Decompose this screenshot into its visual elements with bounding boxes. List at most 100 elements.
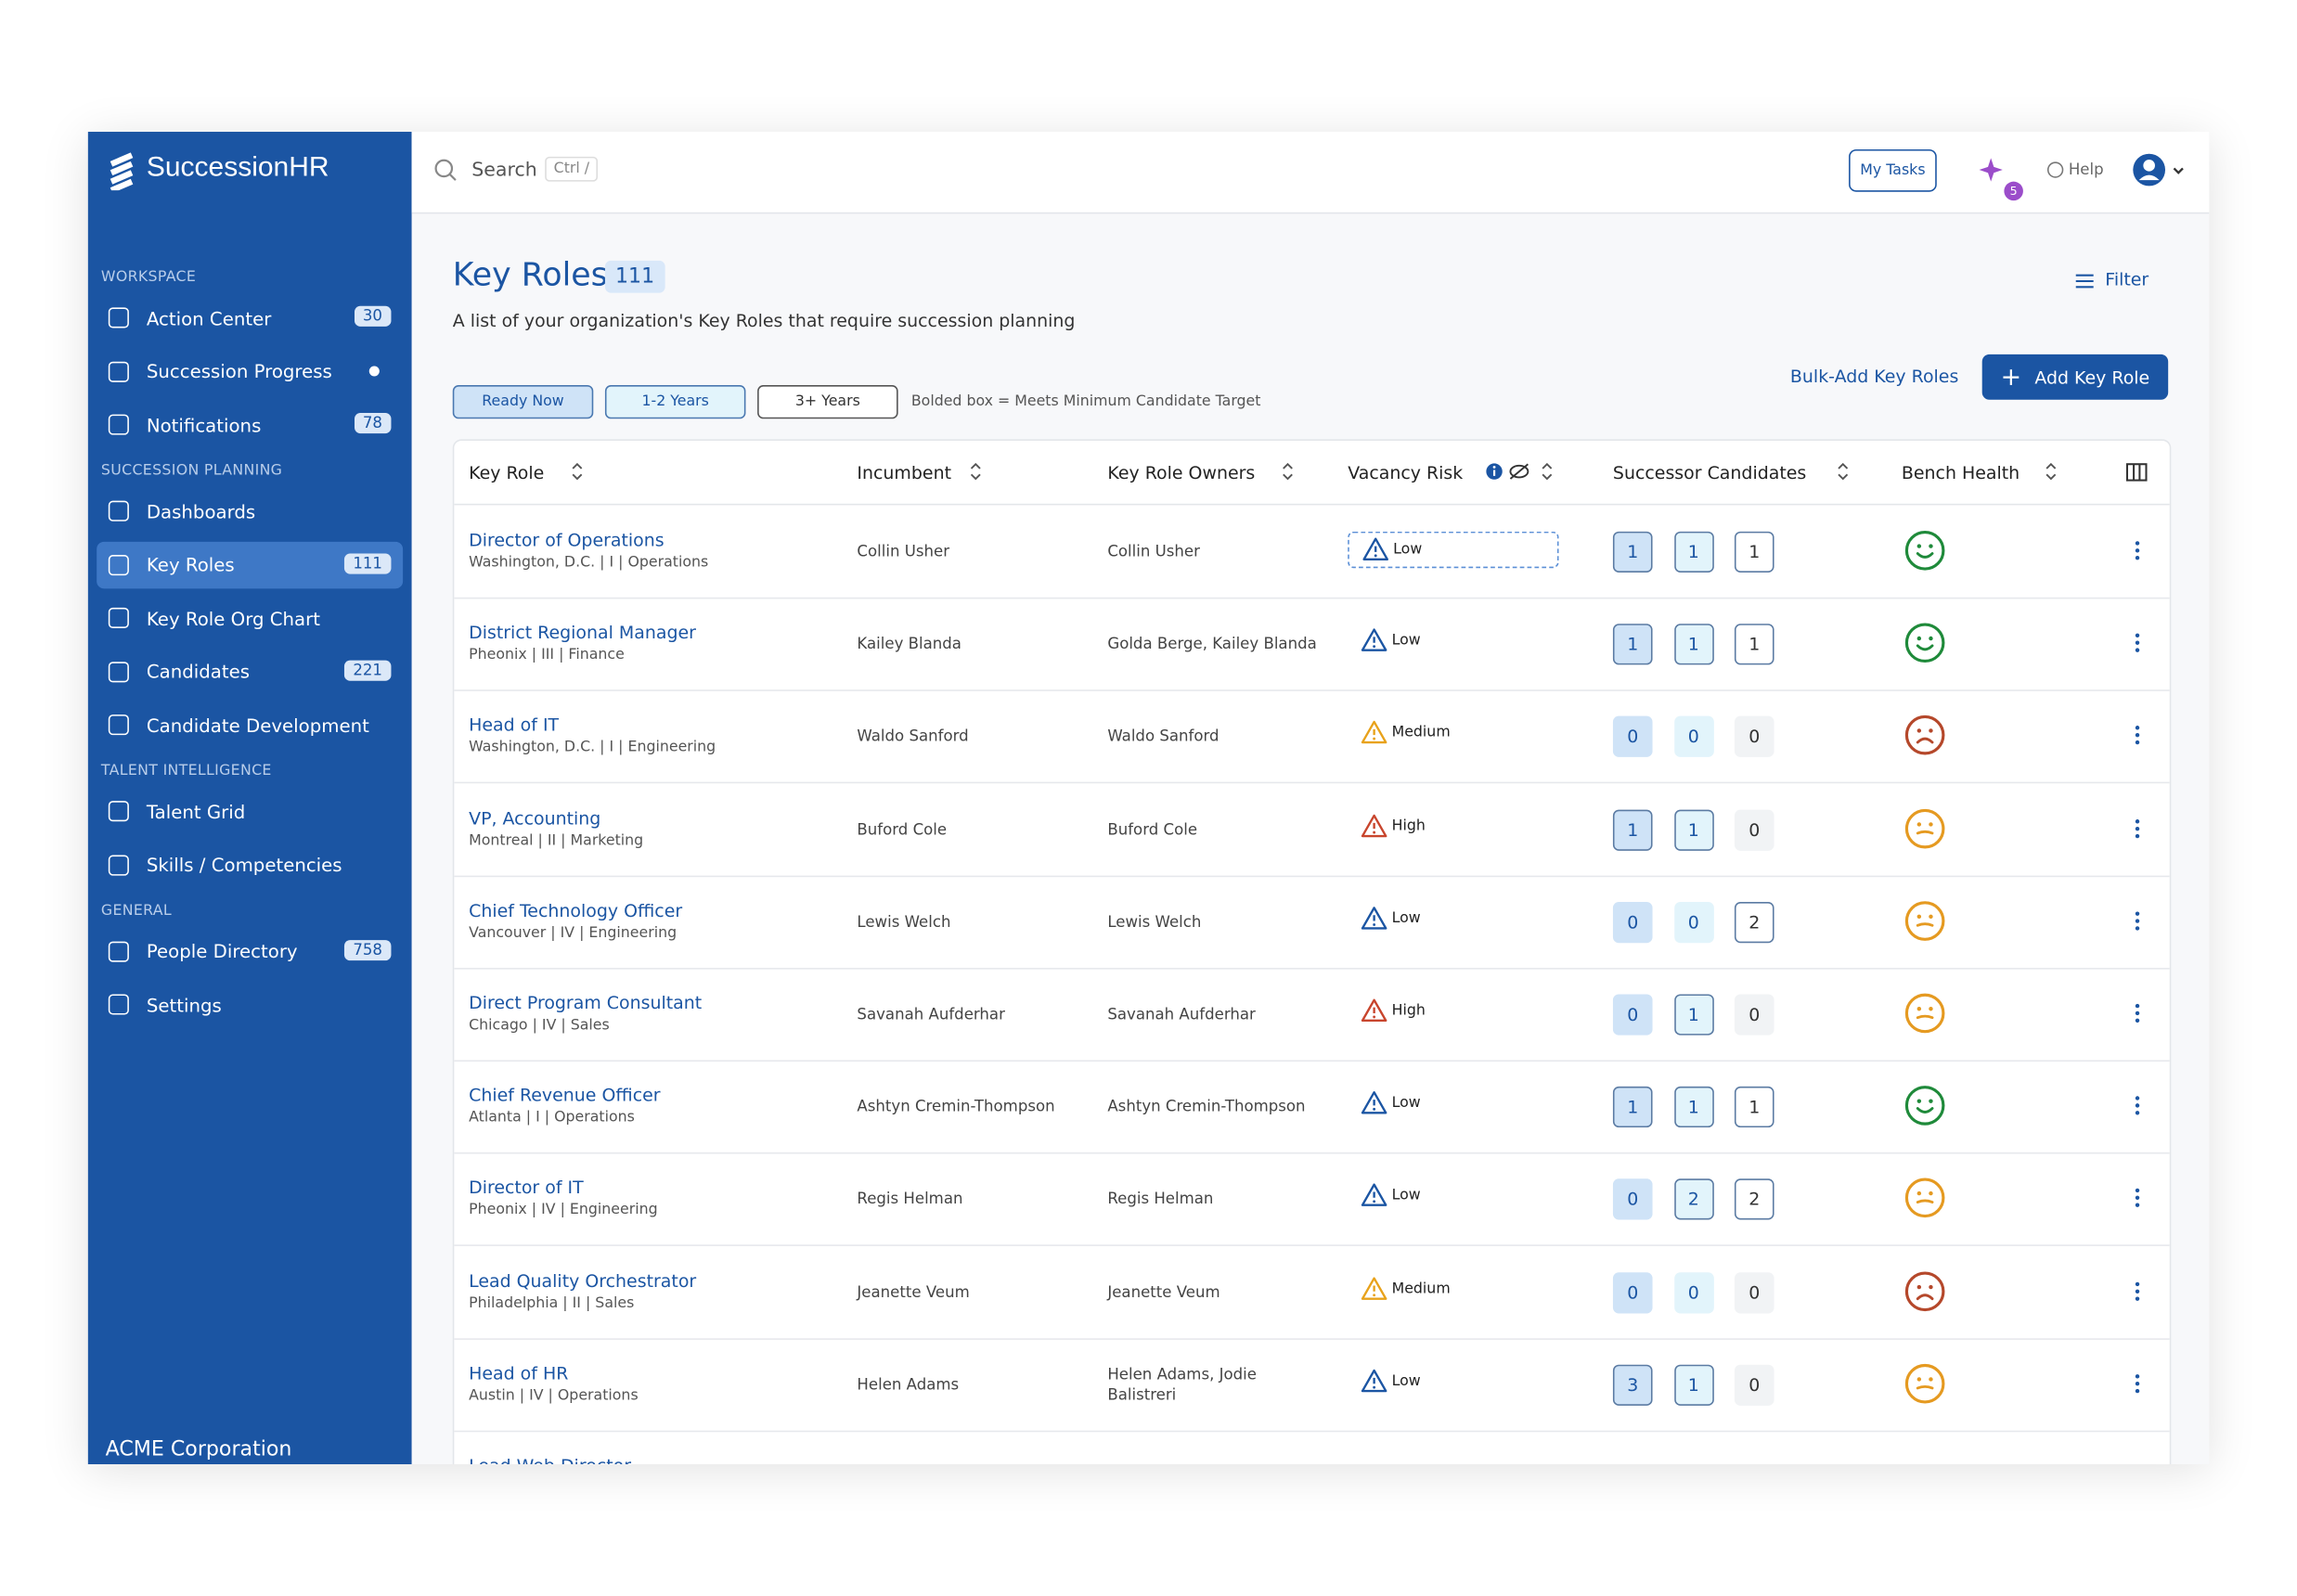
successor-count[interactable]: 0 bbox=[1734, 1271, 1774, 1313]
search-input[interactable]: Search bbox=[471, 160, 537, 182]
role-title[interactable]: VP, Accounting bbox=[469, 807, 601, 829]
successor-count[interactable]: 0 bbox=[1612, 1271, 1653, 1313]
incumbent: Savanah Aufderhar bbox=[857, 1006, 1005, 1024]
role-title[interactable]: District Regional Manager bbox=[469, 622, 696, 644]
column-header[interactable]: Key Role bbox=[469, 462, 545, 483]
successor-count[interactable]: 1 bbox=[1612, 1087, 1653, 1128]
columns-toggle[interactable] bbox=[2125, 463, 2148, 483]
successor-count[interactable]: 0 bbox=[1673, 1271, 1714, 1313]
column-header[interactable]: Vacancy Risk bbox=[1348, 462, 1464, 483]
risk-icon bbox=[1362, 537, 1389, 560]
successor-count[interactable]: 2 bbox=[1734, 901, 1774, 943]
row-menu[interactable] bbox=[2133, 817, 2141, 840]
successor-count[interactable]: 1 bbox=[1673, 624, 1714, 665]
row-menu[interactable] bbox=[2133, 1001, 2141, 1024]
successor-count[interactable]: 1 bbox=[1673, 531, 1714, 573]
successor-count[interactable]: 0 bbox=[1612, 1178, 1653, 1221]
row-menu[interactable] bbox=[2133, 724, 2141, 747]
row-menu[interactable] bbox=[2133, 631, 2141, 654]
table-body: Director of Operations Washington, D.C. |… bbox=[454, 505, 2170, 1464]
successor-count[interactable]: 0 bbox=[1734, 994, 1774, 1036]
successor-count[interactable]: 2 bbox=[1673, 1178, 1714, 1221]
role-title[interactable]: Chief Revenue Officer bbox=[469, 1085, 661, 1106]
sort-icon[interactable] bbox=[1540, 461, 1555, 482]
role-title[interactable]: Director of Operations bbox=[469, 530, 665, 551]
role-title[interactable]: Chief Technology Officer bbox=[469, 900, 683, 921]
successor-count[interactable]: 2 bbox=[1734, 1178, 1774, 1221]
page-title: Key Roles bbox=[452, 257, 608, 295]
row-menu[interactable] bbox=[2133, 909, 2141, 933]
successor-count[interactable]: 1 bbox=[1612, 624, 1653, 665]
nav-item[interactable]: Notifications 78 bbox=[97, 401, 403, 447]
role-title[interactable]: Lead Web Director bbox=[469, 1456, 631, 1464]
table-row: Lead Web Director bbox=[454, 1431, 2169, 1464]
successor-count[interactable]: 1 bbox=[1734, 624, 1774, 665]
nav-icon bbox=[108, 940, 129, 961]
nav-item[interactable]: Settings bbox=[97, 981, 403, 1027]
nav-item[interactable]: Key Roles 111 bbox=[97, 541, 404, 588]
add-key-role-button[interactable]: + Add Key Role bbox=[1981, 354, 2169, 400]
successor-count[interactable]: 0 bbox=[1612, 716, 1653, 758]
risk-info-icons[interactable] bbox=[1485, 461, 1535, 482]
legend-chip[interactable]: 1-2 Years bbox=[604, 385, 746, 419]
successor-count[interactable]: 1 bbox=[1734, 1087, 1774, 1128]
sort-icon[interactable] bbox=[1280, 461, 1295, 482]
role-title[interactable]: Head of IT bbox=[469, 714, 560, 736]
successor-count[interactable]: 0 bbox=[1612, 901, 1653, 943]
nav-item[interactable]: Candidate Development bbox=[97, 701, 403, 748]
filter-button[interactable]: Filter bbox=[2105, 269, 2149, 290]
role-location: Washington, D.C. | I | Operations bbox=[469, 555, 709, 572]
role-location: Pheonix | IV | Engineering bbox=[469, 1203, 658, 1219]
column-header[interactable]: Successor Candidates bbox=[1612, 462, 1807, 483]
successor-count[interactable]: 1 bbox=[1612, 531, 1653, 573]
help-icon bbox=[2046, 161, 2064, 178]
column-header[interactable]: Key Role Owners bbox=[1107, 462, 1256, 483]
successor-count[interactable]: 1 bbox=[1673, 1364, 1714, 1406]
successor-count[interactable]: 0 bbox=[1612, 994, 1653, 1036]
user-menu[interactable] bbox=[2132, 152, 2190, 190]
nav-item[interactable]: Candidates 221 bbox=[97, 648, 403, 694]
successor-count[interactable]: 1 bbox=[1734, 531, 1774, 573]
successor-count[interactable]: 1 bbox=[1673, 994, 1714, 1036]
help-link[interactable]: Help bbox=[2068, 161, 2104, 179]
successor-count[interactable]: 0 bbox=[1673, 716, 1714, 758]
sort-icon[interactable] bbox=[2044, 461, 2058, 482]
successor-count[interactable]: 0 bbox=[1673, 901, 1714, 943]
my-tasks-button[interactable]: My Tasks bbox=[1849, 148, 1937, 192]
sort-icon[interactable] bbox=[1836, 461, 1851, 482]
role-title[interactable]: Direct Program Consultant bbox=[469, 992, 703, 1013]
column-header[interactable]: Bench Health bbox=[1901, 462, 2020, 483]
bulk-add-link[interactable]: Bulk-Add Key Roles bbox=[1789, 366, 1959, 387]
nav-item[interactable]: Succession Progress bbox=[97, 348, 403, 394]
nav-item[interactable]: Dashboards bbox=[97, 487, 403, 534]
vacancy-risk: Low bbox=[1348, 624, 1558, 661]
row-menu[interactable] bbox=[2133, 1371, 2141, 1395]
successor-count[interactable]: 3 bbox=[1612, 1364, 1653, 1406]
nav-item[interactable]: Action Center 30 bbox=[97, 294, 403, 341]
nav-item[interactable]: Talent Grid bbox=[97, 788, 403, 834]
role-title[interactable]: Head of HR bbox=[469, 1362, 569, 1384]
nav-item[interactable]: People Directory 758 bbox=[97, 928, 403, 974]
sort-icon[interactable] bbox=[969, 461, 984, 482]
role-title[interactable]: Director of IT bbox=[469, 1178, 584, 1199]
row-menu[interactable] bbox=[2133, 1280, 2141, 1303]
ai-icon[interactable] bbox=[1978, 155, 2010, 187]
successor-count[interactable]: 0 bbox=[1734, 716, 1774, 758]
successor-count[interactable]: 0 bbox=[1734, 808, 1774, 851]
successor-count[interactable]: 1 bbox=[1673, 1087, 1714, 1128]
nav-item[interactable]: Skills / Competencies bbox=[97, 842, 403, 888]
vacancy-risk: High bbox=[1348, 994, 1558, 1030]
column-header[interactable]: Incumbent bbox=[857, 462, 952, 483]
nav-item[interactable]: Key Role Org Chart bbox=[97, 595, 403, 641]
row-menu[interactable] bbox=[2133, 1187, 2141, 1210]
successor-count[interactable]: 0 bbox=[1734, 1364, 1774, 1406]
sort-icon[interactable] bbox=[570, 461, 585, 482]
successor-count[interactable]: 1 bbox=[1673, 808, 1714, 851]
legend-chip[interactable]: 3+ Years bbox=[757, 385, 898, 419]
row-menu[interactable] bbox=[2133, 539, 2141, 562]
legend-chip[interactable]: Ready Now bbox=[452, 385, 594, 419]
row-menu[interactable] bbox=[2133, 1094, 2141, 1117]
role-title[interactable]: Lead Quality Orchestrator bbox=[469, 1270, 697, 1292]
successor-count[interactable]: 1 bbox=[1612, 808, 1653, 851]
